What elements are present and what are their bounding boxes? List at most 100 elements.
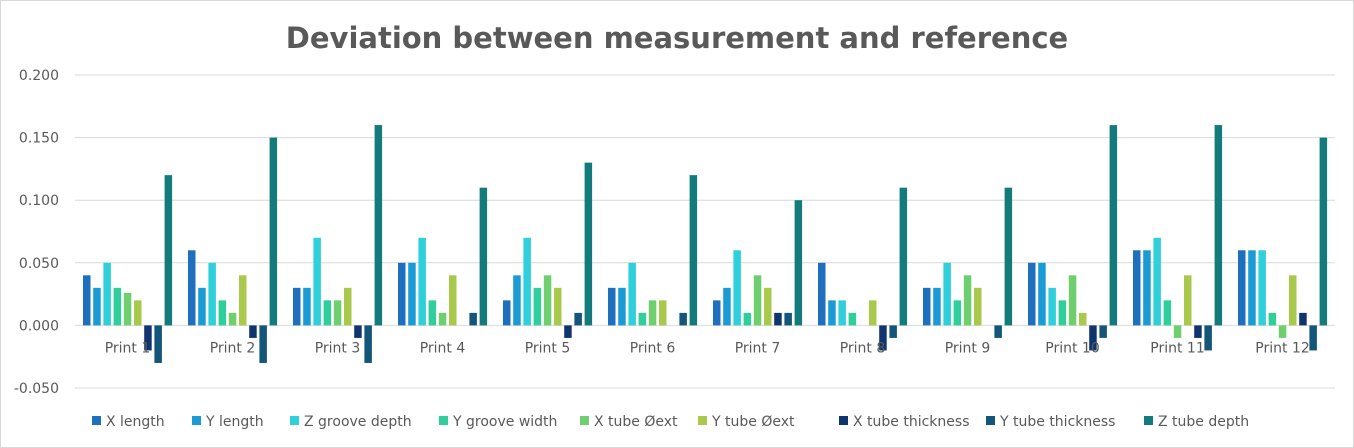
bar (164, 175, 173, 326)
bar (1268, 312, 1277, 326)
bar (523, 237, 531, 326)
legend-label: Y groove width (452, 414, 557, 430)
bar (303, 287, 311, 326)
legend-swatch (580, 416, 589, 425)
bar (733, 250, 741, 326)
bar (469, 312, 477, 326)
bar (828, 300, 836, 326)
legend-swatch (290, 416, 299, 425)
bar (994, 325, 1002, 338)
bar (1194, 325, 1202, 338)
legend-label: Z groove depth (304, 414, 412, 430)
legend-label: X length (106, 414, 165, 430)
category-label: Print 1 (105, 340, 151, 356)
bar (269, 137, 278, 326)
bar (743, 312, 752, 326)
bar (103, 262, 111, 326)
y-tick-label: 0.050 (19, 256, 59, 272)
bar (628, 262, 636, 326)
category-label: Print 6 (630, 340, 676, 356)
bar (1214, 125, 1223, 326)
bar (564, 325, 572, 338)
bar (513, 275, 521, 326)
bar (1163, 300, 1172, 326)
bar (848, 312, 857, 326)
bar (869, 300, 877, 326)
bar (818, 262, 826, 326)
bar (1109, 125, 1118, 326)
bar (428, 300, 437, 326)
bar (333, 300, 342, 326)
legend-label: Y tube thickness (999, 414, 1115, 430)
bar (1319, 137, 1328, 326)
bar (543, 275, 552, 326)
bar (134, 300, 142, 326)
legend-swatch (986, 416, 995, 425)
bar (123, 292, 132, 326)
y-tick-label: 0.200 (19, 68, 59, 84)
bar (838, 300, 846, 326)
bar (679, 312, 687, 326)
bar (943, 262, 951, 326)
bar (1143, 250, 1151, 326)
legend: X length Y length Z groove depth Y groove w… (92, 414, 1249, 430)
category-label: Print 9 (945, 340, 991, 356)
bar (418, 237, 426, 326)
y-tick-label: 0.100 (19, 193, 59, 209)
bar (889, 325, 897, 338)
bar (144, 325, 152, 351)
legend-swatch (439, 416, 448, 425)
bar (1068, 275, 1077, 326)
category-label: Print 8 (840, 340, 886, 356)
bar (953, 300, 962, 326)
bar (1004, 187, 1013, 326)
bar (1309, 325, 1317, 351)
category-label: Print 7 (735, 340, 781, 356)
bar (1289, 275, 1297, 326)
bar (93, 287, 101, 326)
bar (1099, 325, 1107, 338)
bar (1089, 325, 1097, 351)
legend-label: Y tube Øext (711, 414, 795, 430)
bar (364, 325, 372, 363)
chart-title: Deviation between measurement and refere… (286, 21, 1068, 55)
bar (1058, 300, 1067, 326)
bar (784, 312, 792, 326)
category-label: Print 3 (315, 340, 361, 356)
category-label: Print 2 (210, 340, 256, 356)
bar (293, 287, 301, 326)
bar (764, 287, 772, 326)
bar (1204, 325, 1212, 351)
bar (689, 175, 698, 326)
bar (533, 287, 542, 326)
bar (1258, 250, 1266, 326)
bar (154, 325, 162, 363)
bar (584, 162, 593, 326)
category-label: Print 5 (525, 340, 571, 356)
legend-swatch (1144, 416, 1153, 425)
bar (1038, 262, 1046, 326)
bar (794, 200, 803, 326)
legend-swatch (92, 416, 101, 425)
bar (83, 275, 91, 326)
bar (723, 287, 731, 326)
bar (479, 187, 488, 326)
legend-label: Y length (205, 414, 264, 430)
category-label: Print 4 (420, 340, 466, 356)
bar (1184, 275, 1192, 326)
bar (574, 312, 582, 326)
bar (249, 325, 257, 338)
bar (974, 287, 982, 326)
bar (753, 275, 762, 326)
gridlines (75, 74, 1335, 389)
bar (899, 187, 908, 326)
bar (1278, 325, 1287, 338)
bar (449, 275, 457, 326)
y-axis-ticks: 0.200 0.150 0.100 0.050 0.000 -0.050 (14, 68, 59, 397)
bar (933, 287, 941, 326)
bar (398, 262, 406, 326)
bar (1238, 250, 1246, 326)
legend-label: X tube Øext (594, 414, 678, 430)
